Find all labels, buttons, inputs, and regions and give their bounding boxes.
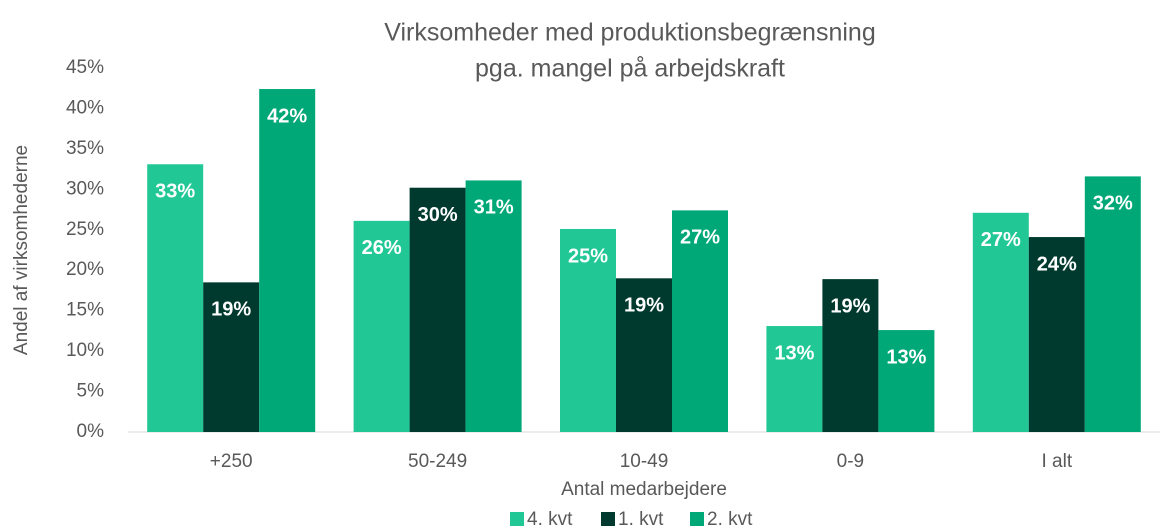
chart-title: Virksomheder med produktionsbegrænsning xyxy=(384,19,875,47)
bar xyxy=(878,330,935,432)
bar xyxy=(465,180,522,432)
value-label: 24% xyxy=(1037,253,1077,275)
bar xyxy=(353,220,410,432)
bar xyxy=(672,210,728,432)
y-tick-label: 5% xyxy=(77,381,105,402)
bar xyxy=(259,89,316,432)
value-label: 19% xyxy=(830,295,870,317)
legend-label: 2. kvt xyxy=(707,509,753,530)
bar xyxy=(203,282,260,432)
y-axis-label: Andel af virksomhederne xyxy=(11,145,32,355)
legend-label: 4. kvt xyxy=(527,509,573,530)
bar xyxy=(822,279,879,432)
bar xyxy=(560,228,616,432)
y-tick-label: 0% xyxy=(77,421,105,442)
value-label: 19% xyxy=(211,299,251,321)
value-label: 13% xyxy=(886,346,926,368)
y-tick-label: 10% xyxy=(66,340,104,361)
value-label: 19% xyxy=(624,295,664,317)
y-tick-label: 40% xyxy=(66,97,104,118)
bar xyxy=(616,278,672,432)
legend-label: 1. kvt xyxy=(618,509,664,530)
legend-swatch xyxy=(601,512,615,526)
value-label: 33% xyxy=(155,181,195,203)
bar xyxy=(972,212,1029,432)
value-label: 27% xyxy=(680,227,720,249)
legend-swatch xyxy=(690,512,704,526)
value-label: 27% xyxy=(981,229,1021,251)
bar xyxy=(409,187,466,432)
chart-title: pga. mangel på arbejdskraft xyxy=(475,55,785,83)
value-label: 32% xyxy=(1093,193,1133,215)
value-label: 13% xyxy=(774,342,814,364)
y-tick-label: 25% xyxy=(66,219,104,240)
value-label: 30% xyxy=(418,204,458,226)
x-tick-label: +250 xyxy=(210,451,253,472)
x-tick-label: 50-249 xyxy=(408,451,467,472)
x-tick-label: I alt xyxy=(1041,451,1072,472)
y-tick-label: 15% xyxy=(66,300,104,321)
y-tick-label: 20% xyxy=(66,259,104,280)
x-tick-label: 10-49 xyxy=(620,451,669,472)
value-label: 25% xyxy=(568,245,608,267)
value-label: 42% xyxy=(267,105,307,127)
y-tick-label: 30% xyxy=(66,178,104,199)
value-label: 26% xyxy=(362,237,402,259)
y-tick-label: 35% xyxy=(66,138,104,159)
x-axis-label: Antal medarbejdere xyxy=(561,479,727,500)
bar xyxy=(1028,237,1085,432)
bar xyxy=(766,326,823,432)
bar xyxy=(147,164,204,432)
x-tick-label: 0-9 xyxy=(837,451,864,472)
value-label: 31% xyxy=(474,197,514,219)
y-tick-label: 45% xyxy=(66,57,104,78)
bar xyxy=(1084,176,1141,432)
legend-swatch xyxy=(510,512,524,526)
